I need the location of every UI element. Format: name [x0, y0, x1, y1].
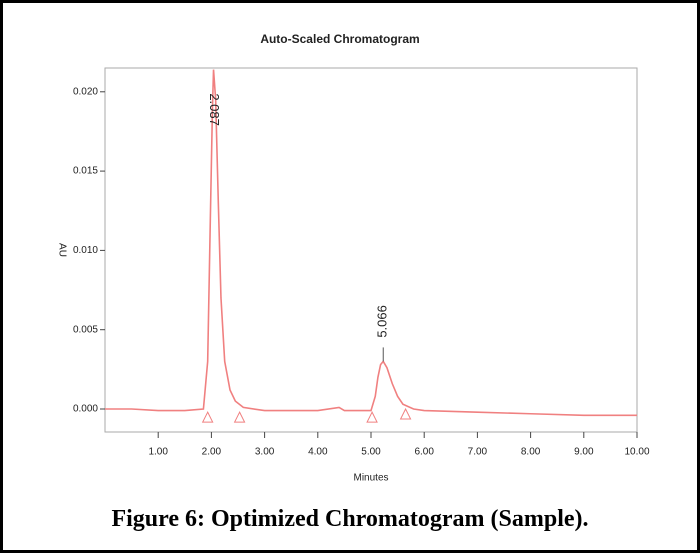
- y-tick-label: 0.000: [73, 404, 98, 415]
- y-axis-label: AU: [56, 243, 67, 257]
- y-tick-label: 0.010: [73, 245, 98, 256]
- plot-frame: [104, 67, 638, 433]
- integration-marker: [399, 407, 412, 420]
- x-tick-label: 6.00: [414, 447, 434, 458]
- integration-marker: [233, 411, 246, 423]
- y-tick-label: 0.020: [73, 86, 98, 97]
- integration-marker: [201, 411, 214, 423]
- x-tick-label: 5.00: [361, 447, 381, 458]
- x-tick-label: 2.00: [202, 447, 222, 458]
- x-tick-label: 9.00: [574, 447, 594, 458]
- x-axis-label: Minutes: [353, 473, 388, 484]
- figure-caption: Figure 6: Optimized Chromatogram (Sample…: [111, 506, 589, 532]
- x-tick-label: 7.00: [468, 447, 488, 458]
- x-tick-label: 1.00: [148, 447, 168, 458]
- chart-title: Auto-Scaled Chromatogram: [260, 32, 419, 46]
- chromatogram-trace: [105, 69, 637, 417]
- x-tick-label: 4.00: [308, 447, 328, 458]
- y-tick-label: 0.015: [73, 166, 98, 177]
- x-tick-label: 10.00: [624, 447, 649, 458]
- peak-label: 5.066: [375, 305, 390, 338]
- x-tick-label: 8.00: [521, 447, 541, 458]
- y-tick-label: 0.005: [73, 324, 98, 335]
- x-tick-label: 3.00: [255, 447, 275, 458]
- integration-marker: [366, 411, 378, 423]
- peak-label: 2.087: [207, 93, 222, 126]
